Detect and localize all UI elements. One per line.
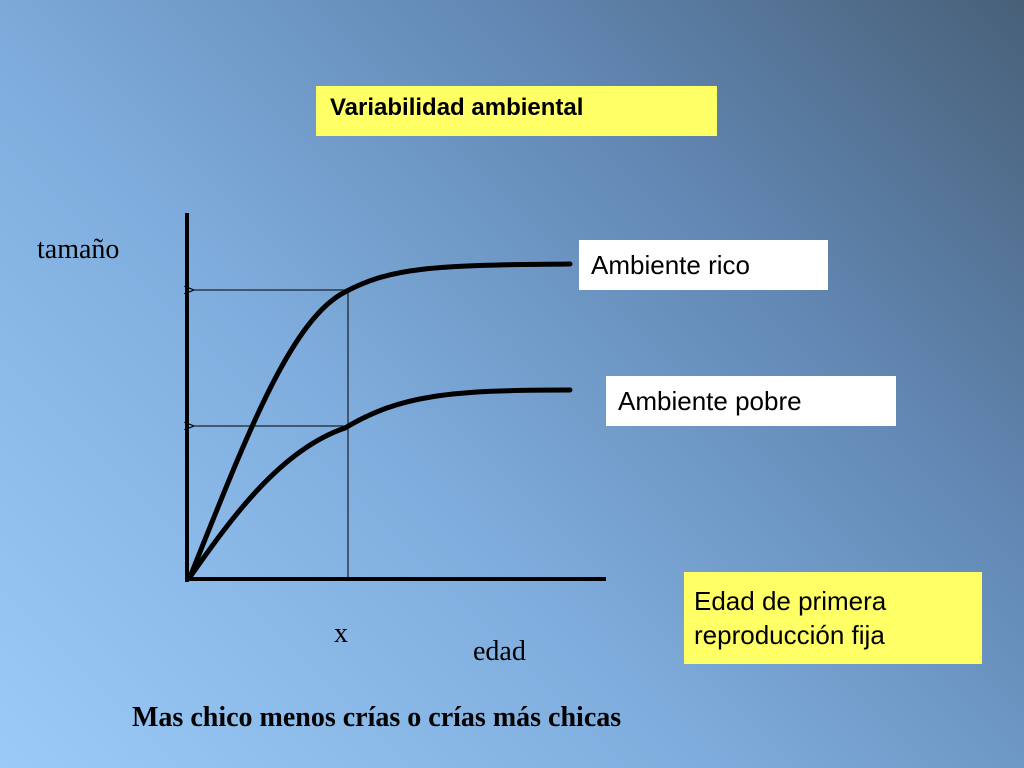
- fixed-reproduction-age-note: Edad de primera reproducción fija: [684, 572, 982, 664]
- y-axis-label: tamaño: [37, 234, 120, 265]
- conclusion-text: Mas chico menos crías o crías más chicas: [132, 702, 622, 733]
- poor-environment-label: Ambiente pobre: [606, 376, 896, 426]
- poor-environment-curve: [187, 387, 573, 580]
- slide-title: Variabilidad ambiental: [316, 86, 717, 136]
- rich-environment-curve: [187, 261, 573, 580]
- x-axis-label: edad: [473, 636, 526, 667]
- rich-environment-label: Ambiente rico: [579, 240, 828, 290]
- fixed-age-marker-label: x: [334, 618, 348, 649]
